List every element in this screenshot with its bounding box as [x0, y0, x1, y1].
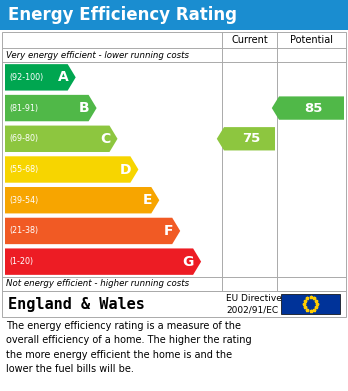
Bar [281, 294, 340, 314]
Polygon shape [5, 187, 159, 213]
Text: England & Wales: England & Wales [8, 296, 145, 312]
Text: (21-38): (21-38) [9, 226, 38, 235]
Text: A: A [58, 70, 69, 84]
Text: Potential: Potential [290, 35, 333, 45]
Polygon shape [5, 218, 180, 244]
Bar [2, 291, 346, 317]
Text: (55-68): (55-68) [9, 165, 38, 174]
Polygon shape [5, 126, 118, 152]
Text: C: C [100, 132, 111, 146]
Text: E: E [143, 193, 152, 207]
Polygon shape [5, 156, 139, 183]
Text: Very energy efficient - lower running costs: Very energy efficient - lower running co… [6, 50, 189, 59]
Text: B: B [79, 101, 89, 115]
Bar [0, 0, 348, 30]
Polygon shape [5, 64, 76, 91]
Text: Energy Efficiency Rating: Energy Efficiency Rating [8, 6, 237, 24]
Text: (1-20): (1-20) [9, 257, 33, 266]
Text: (69-80): (69-80) [9, 134, 38, 143]
Text: Not energy efficient - higher running costs: Not energy efficient - higher running co… [6, 280, 189, 289]
Text: Current: Current [231, 35, 268, 45]
Polygon shape [5, 248, 201, 275]
Text: EU Directive
2002/91/EC: EU Directive 2002/91/EC [226, 294, 282, 314]
Text: The energy efficiency rating is a measure of the
overall efficiency of a home. T: The energy efficiency rating is a measur… [6, 321, 252, 374]
Polygon shape [217, 127, 275, 151]
Text: G: G [183, 255, 194, 269]
Text: 75: 75 [242, 132, 261, 145]
Text: (39-54): (39-54) [9, 196, 38, 205]
Text: (81-91): (81-91) [9, 104, 38, 113]
Text: F: F [164, 224, 173, 238]
Text: 85: 85 [304, 102, 323, 115]
Text: D: D [120, 163, 132, 176]
Polygon shape [5, 95, 97, 121]
Bar [2, 32, 346, 291]
Text: (92-100): (92-100) [9, 73, 43, 82]
Polygon shape [272, 97, 344, 120]
